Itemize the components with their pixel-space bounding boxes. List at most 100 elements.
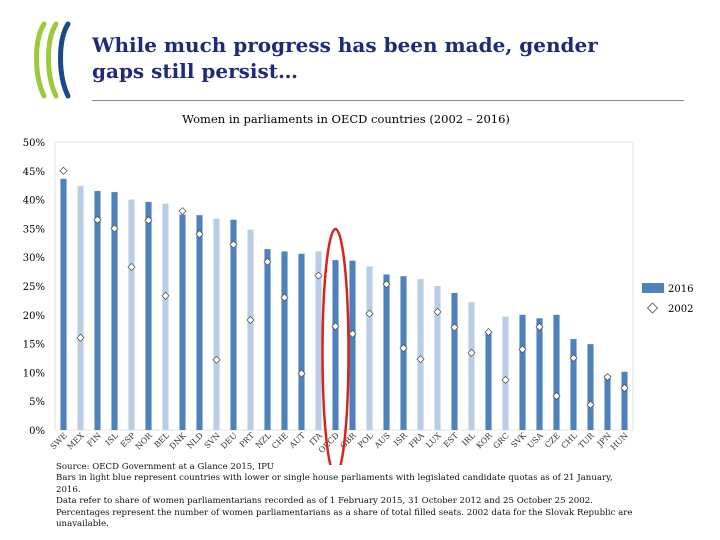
x-tick-label-est: EST bbox=[442, 431, 461, 450]
x-tick-label-fin: FIN bbox=[85, 431, 102, 448]
bar-aut bbox=[298, 253, 305, 430]
marker-2002-est bbox=[450, 323, 459, 332]
marker-2002-aus bbox=[382, 280, 391, 289]
marker-2002-isl bbox=[110, 224, 119, 233]
marker-2002-fin bbox=[93, 215, 102, 224]
y-tick-label: 40% bbox=[23, 196, 45, 207]
x-tick-label-svk: SVK bbox=[509, 430, 528, 449]
marker-2002-esp bbox=[127, 262, 136, 272]
oecd-highlight-ellipse bbox=[321, 227, 350, 465]
bar-deu bbox=[230, 219, 237, 430]
y-axis: 0% 5% 10% 15% 20% 25% 30% 35% 40% 45% 50% bbox=[23, 138, 45, 437]
x-tick-label-kor: KOR bbox=[475, 430, 495, 450]
marker-2002-svk bbox=[518, 345, 527, 354]
x-tick-label-tur: TUR bbox=[577, 430, 597, 450]
bar-nor bbox=[145, 201, 152, 430]
x-tick-label-hun: HUN bbox=[609, 431, 630, 452]
y-tick-label: 25% bbox=[23, 282, 45, 293]
legend-label-2016: 2016 bbox=[668, 284, 693, 295]
bar-esp bbox=[128, 199, 135, 430]
bar-swe bbox=[60, 178, 67, 430]
x-tick-label-pol: POL bbox=[356, 431, 375, 450]
bar-ita bbox=[315, 251, 322, 430]
marker-2002-svn bbox=[212, 355, 221, 364]
marker-2002-isr bbox=[399, 344, 408, 353]
bar-lux bbox=[434, 286, 441, 430]
x-tick-label-aus: AUS bbox=[372, 431, 392, 451]
marker-2002-deu bbox=[229, 240, 238, 249]
y-tick-label: 35% bbox=[23, 224, 45, 235]
bar-cze bbox=[553, 314, 560, 430]
legend: 2016 2002 bbox=[642, 283, 693, 315]
chart-title: Women in parliaments in OECD countries (… bbox=[182, 112, 510, 126]
marker-2002-lux bbox=[433, 307, 442, 316]
y-tick-label: 0% bbox=[29, 426, 45, 437]
marker-2002-nzl bbox=[263, 257, 272, 266]
bar-hun bbox=[621, 371, 628, 430]
bar-aus bbox=[383, 274, 390, 430]
y-tick-label: 50% bbox=[23, 138, 45, 149]
marker-2002-aut bbox=[297, 369, 306, 378]
marker-2002-chl bbox=[569, 353, 578, 363]
slide-title-line-1: While much progress has been made, gende… bbox=[92, 33, 598, 57]
y-tick-label: 45% bbox=[23, 167, 45, 178]
marker-2002-grc bbox=[501, 375, 510, 384]
marker-2002-prt bbox=[246, 315, 255, 325]
bar-chl bbox=[570, 338, 577, 430]
x-tick-label-aut: AUT bbox=[287, 431, 307, 451]
marker-2002-mex bbox=[76, 333, 85, 342]
marker-2002-usa bbox=[535, 322, 544, 331]
bar-mex bbox=[77, 185, 84, 430]
y-tick-label: 30% bbox=[23, 253, 45, 264]
percentages-note: Percentages represent the number of wome… bbox=[56, 507, 633, 530]
bar-tur bbox=[587, 344, 594, 430]
x-tick-label-lux: LUX bbox=[424, 431, 443, 450]
x-tick-label-che: CHE bbox=[270, 431, 290, 451]
marker-2002-nld bbox=[195, 230, 204, 239]
bar-svn bbox=[213, 218, 220, 430]
bar-fin bbox=[94, 190, 101, 430]
x-tick-label-fra: FRA bbox=[407, 431, 426, 450]
x-tick-label-mex: MEX bbox=[66, 431, 87, 452]
slide-title: While much progress has been made, gende… bbox=[92, 32, 692, 84]
x-tick-label-prt: PRT bbox=[238, 431, 257, 450]
y-tick-label: 15% bbox=[23, 340, 45, 351]
marker-2002-hun bbox=[620, 383, 629, 392]
y-tick-label: 10% bbox=[23, 368, 45, 379]
quota-note: Bars in light blue represent countries w… bbox=[56, 473, 613, 495]
logo-leaf-2 bbox=[46, 21, 59, 99]
bar-kor bbox=[485, 332, 492, 430]
highlight-ellipse bbox=[321, 227, 350, 465]
x-tick-label-nzl: NZL bbox=[254, 431, 273, 450]
marker-2002-cze bbox=[552, 391, 561, 401]
x-tick-label-nor: NOR bbox=[134, 430, 155, 451]
bar-bel bbox=[162, 203, 169, 430]
bars-2016 bbox=[60, 178, 628, 430]
marker-2002-che bbox=[280, 293, 289, 302]
marker-2002-swe bbox=[59, 166, 68, 175]
marker-2002-bel bbox=[161, 291, 170, 300]
legend-label-2002: 2002 bbox=[668, 304, 693, 315]
source-note: Source: OECD Government at a Glance 2015… bbox=[56, 462, 274, 472]
marker-2002-pol bbox=[365, 309, 374, 318]
marker-2002-jpn bbox=[603, 372, 612, 382]
marker-2002-dnk bbox=[178, 207, 187, 216]
marker-2002-tur bbox=[586, 400, 595, 409]
marker-2002-nor bbox=[144, 216, 153, 225]
bar-svk bbox=[519, 314, 526, 430]
bar-nld bbox=[196, 215, 203, 430]
y-tick-label: 20% bbox=[23, 311, 45, 322]
chart-notes: Source: OECD Government at a Glance 2015… bbox=[56, 462, 636, 530]
title-divider bbox=[92, 100, 684, 101]
x-tick-label-deu: DEU bbox=[219, 431, 239, 451]
plot-area bbox=[54, 141, 634, 431]
bar-usa bbox=[536, 318, 543, 430]
x-tick-label-grc: GRC bbox=[491, 431, 510, 450]
marker-2002-kor bbox=[484, 328, 493, 337]
x-tick-label-nld: NLD bbox=[185, 431, 205, 451]
legend-marker-2002 bbox=[646, 302, 659, 314]
bar-dnk bbox=[179, 214, 186, 430]
marker-2002-oecd bbox=[331, 322, 340, 331]
marker-2002-ita bbox=[314, 271, 323, 280]
